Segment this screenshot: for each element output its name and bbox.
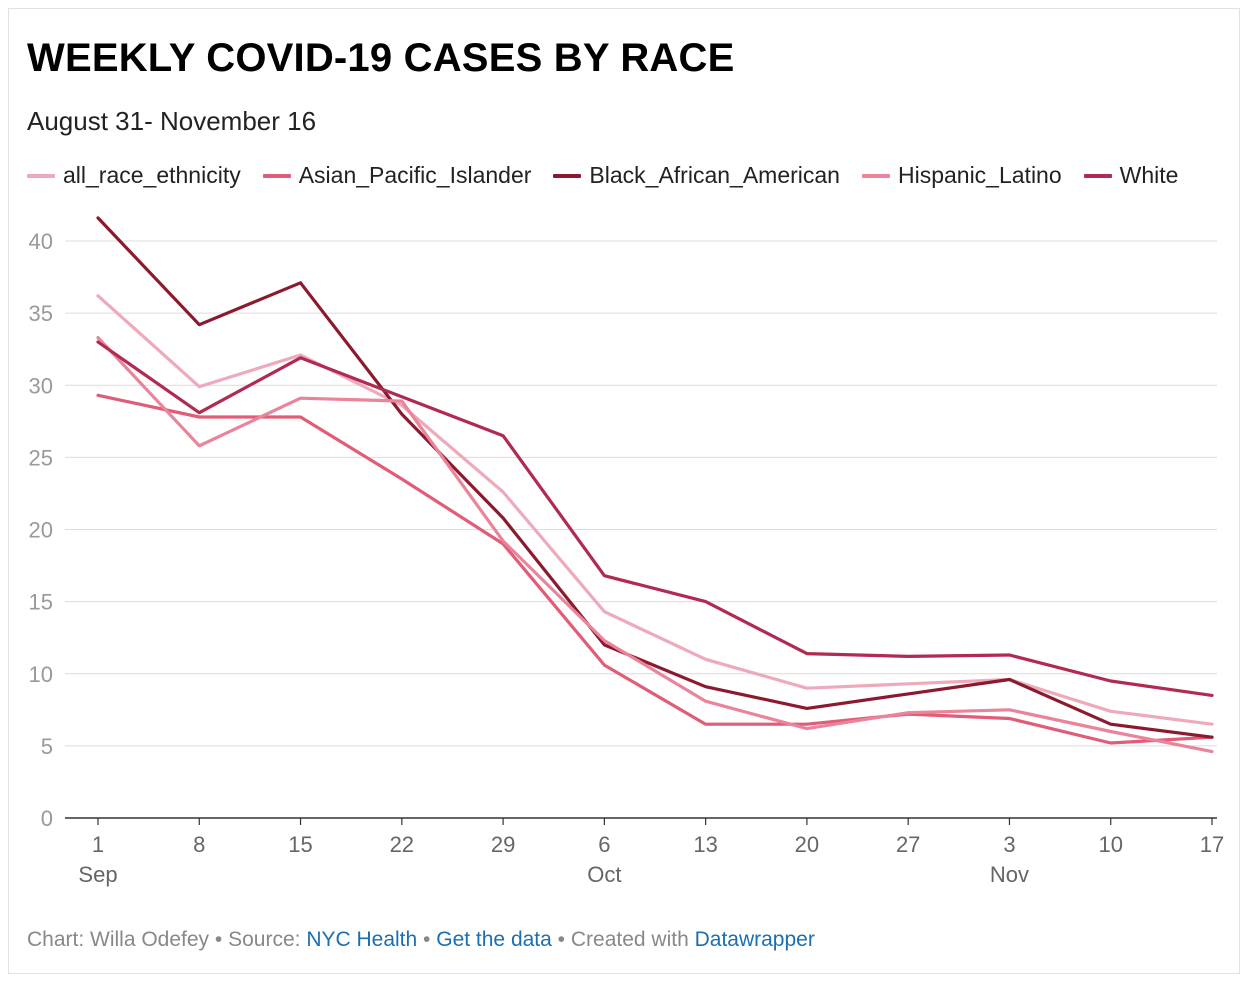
x-tick-label: 1: [92, 832, 104, 857]
chart-subtitle: August 31- November 16: [27, 106, 317, 136]
source-link[interactable]: NYC Health: [306, 928, 418, 951]
legend-item: Black_African_American: [553, 162, 840, 189]
footer-credit: Chart: Willa Odefey: [27, 928, 210, 951]
footer-separator: •: [209, 928, 229, 951]
legend-label: all_race_ethnicity: [63, 162, 241, 188]
x-tick-label: 13: [693, 832, 717, 857]
y-tick-label: 40: [29, 229, 53, 254]
x-tick-label: 3: [1003, 832, 1015, 857]
datawrapper-link[interactable]: Datawrapper: [694, 928, 815, 951]
footer-separator: •: [417, 928, 437, 951]
x-tick-label: 22: [390, 832, 414, 857]
x-tick-label: 17: [1200, 832, 1224, 857]
x-tick-label: 8: [193, 832, 205, 857]
legend-swatch: [1083, 173, 1112, 178]
y-tick-label: 15: [29, 590, 53, 615]
x-month-label: Sep: [78, 862, 117, 887]
legend-label: Black_African_American: [589, 162, 840, 188]
y-tick-label: 0: [41, 806, 53, 831]
y-tick-label: 20: [29, 518, 53, 543]
legend-label: White: [1119, 162, 1179, 188]
y-tick-label: 25: [29, 445, 53, 470]
x-tick-label: 6: [598, 832, 610, 857]
x-tick-label: 29: [491, 832, 515, 857]
x-tick-label: 15: [288, 832, 312, 857]
legend-label: Hispanic_Latino: [897, 162, 1062, 188]
legend-swatch: [27, 173, 55, 178]
footer-source-prefix: Source:: [228, 928, 307, 951]
series-line-all-race-ethnicity: [96, 294, 1214, 726]
chart-frame: [8, 8, 1240, 974]
y-tick-label: 5: [41, 734, 53, 759]
chart-title: WEEKLY COVID-19 CASES BY RACE: [27, 36, 735, 80]
y-tick-label: 10: [29, 662, 53, 687]
footer-separator: •: [551, 928, 571, 951]
footer-created-prefix: Created with: [570, 928, 695, 951]
x-tick-label: 20: [795, 832, 819, 857]
x-month-label: Oct: [587, 862, 621, 887]
x-tick-label: 27: [896, 832, 920, 857]
legend-swatch: [553, 173, 582, 178]
legend-swatch: [262, 173, 291, 178]
series-line-black-african-american: [96, 216, 1214, 739]
legend-item: Hispanic_Latino: [861, 162, 1062, 189]
x-month-label: Nov: [990, 862, 1029, 887]
chart-legend: all_race_ethnicity Asian_Pacific_Islander…: [27, 162, 1200, 189]
legend-item: White: [1083, 162, 1179, 189]
y-tick-label: 35: [29, 301, 53, 326]
legend-label: Asian_Pacific_Islander: [298, 162, 532, 188]
legend-swatch: [861, 173, 890, 178]
series-line-asian-pacific-islander: [96, 393, 1214, 745]
series-line-hispanic-latino: [96, 336, 1214, 754]
legend-item: all_race_ethnicity: [27, 162, 241, 189]
get-data-link[interactable]: Get the data: [436, 928, 552, 951]
legend-item: Asian_Pacific_Islander: [262, 162, 532, 189]
chart-footer: Chart: Willa Odefey • Source: NYC Health…: [27, 928, 815, 952]
x-tick-label: 10: [1098, 832, 1122, 857]
y-tick-label: 30: [29, 373, 53, 398]
series-line-white: [96, 340, 1214, 698]
